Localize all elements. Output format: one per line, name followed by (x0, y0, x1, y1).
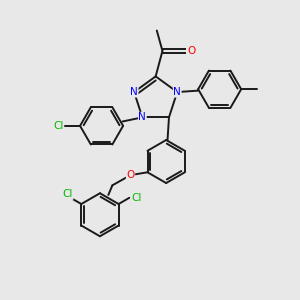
Text: N: N (139, 112, 146, 122)
Text: Cl: Cl (131, 193, 141, 203)
Text: O: O (187, 46, 196, 56)
Text: N: N (130, 87, 138, 97)
Text: Cl: Cl (62, 189, 73, 200)
Text: O: O (126, 170, 135, 180)
Text: N: N (173, 87, 181, 97)
Text: Cl: Cl (53, 121, 64, 131)
